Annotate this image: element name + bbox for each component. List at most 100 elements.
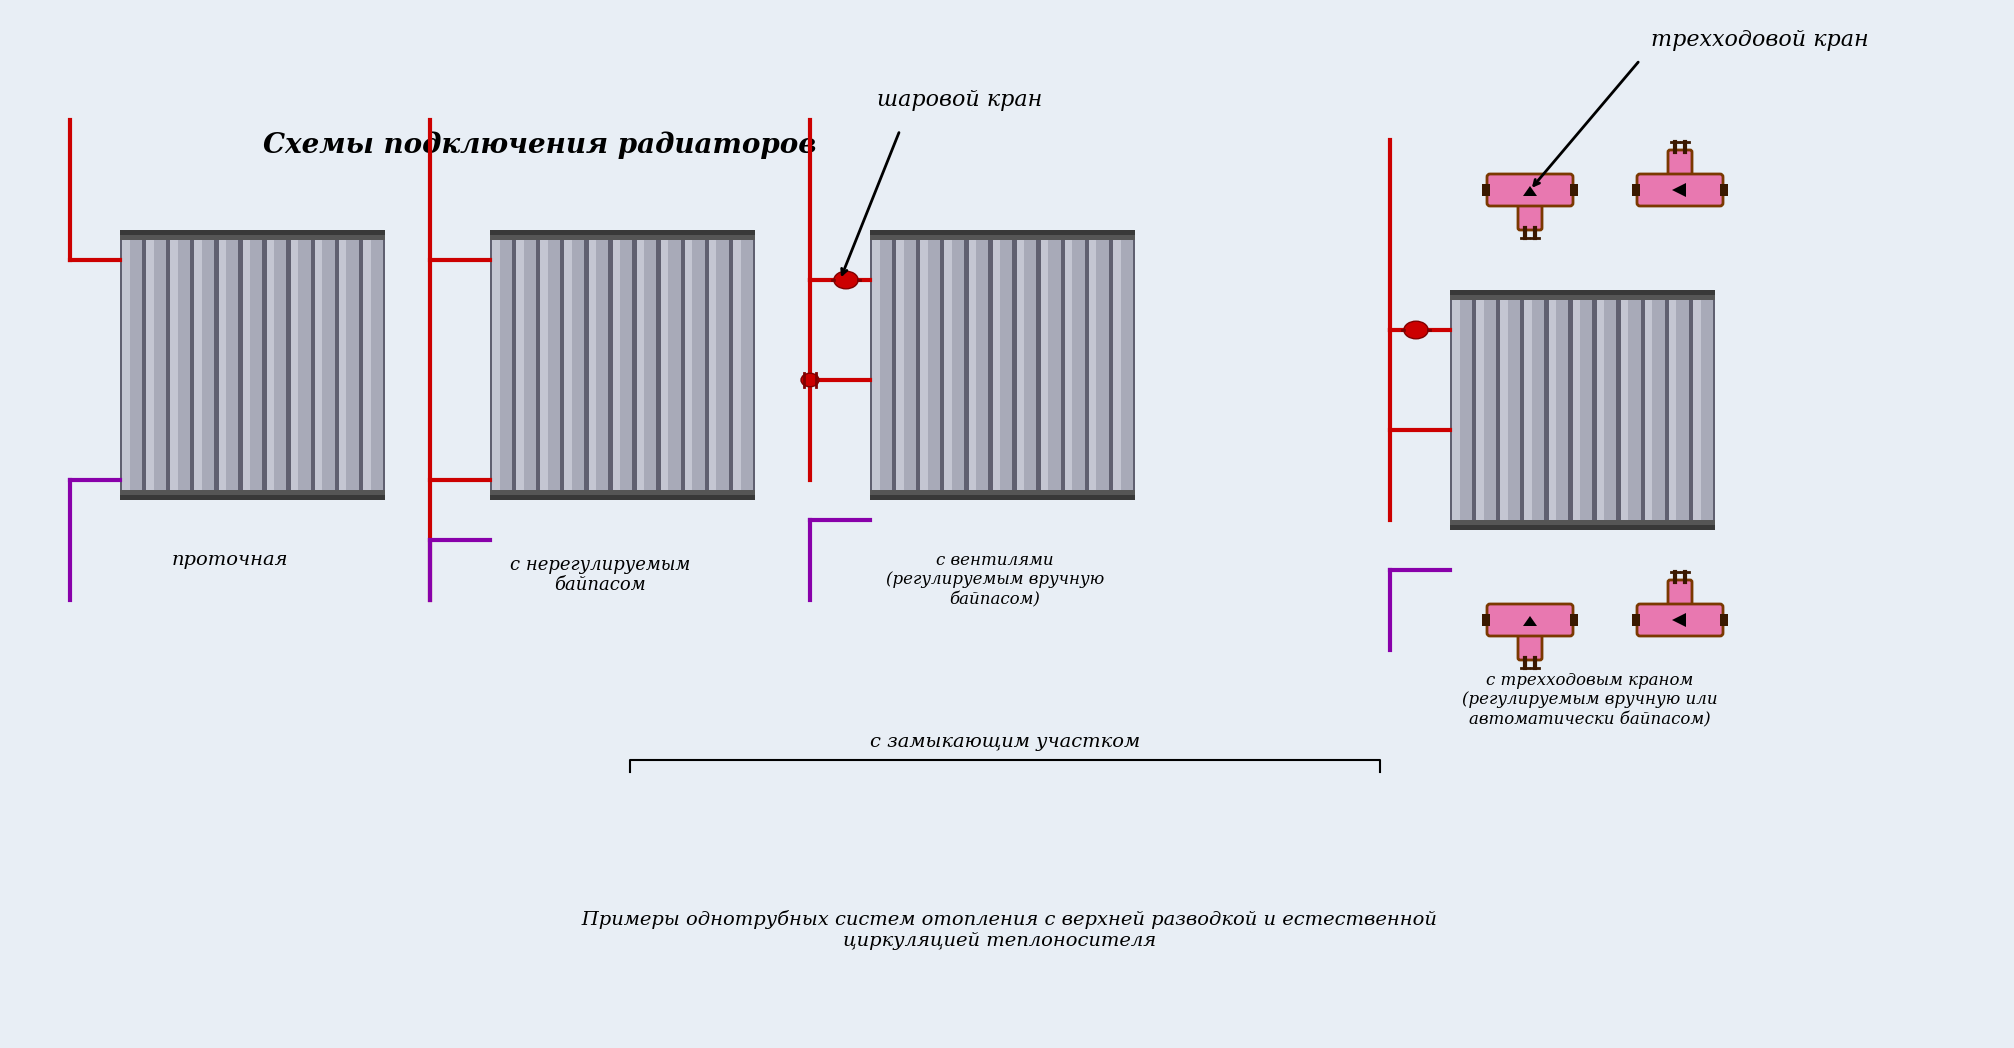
Bar (540, 232, 560, 498)
Bar (220, 232, 238, 498)
Bar (1112, 230, 1136, 500)
Bar (1500, 292, 1508, 528)
Bar (562, 230, 586, 500)
Bar (612, 232, 620, 498)
FancyBboxPatch shape (1637, 174, 1724, 206)
Bar (516, 232, 536, 498)
Bar (685, 232, 693, 498)
FancyBboxPatch shape (1519, 196, 1543, 230)
Bar (516, 232, 524, 498)
Bar (266, 232, 274, 498)
Bar (636, 232, 657, 498)
Bar (489, 230, 514, 500)
Bar (1039, 230, 1063, 500)
Bar (1549, 292, 1569, 528)
Bar (733, 232, 753, 498)
Bar (121, 230, 145, 500)
Bar (1670, 292, 1690, 528)
Text: с нерегулируемым
байпасом: с нерегулируемым байпасом (510, 555, 691, 594)
Bar (1088, 230, 1112, 500)
Bar (363, 232, 383, 498)
Text: с замыкающим участком: с замыкающим участком (870, 733, 1140, 751)
Text: Примеры однотрубных систем отопления с верхней разводкой и естественной
циркуляц: Примеры однотрубных систем отопления с в… (564, 910, 1436, 949)
Bar (336, 230, 361, 500)
Bar (1482, 184, 1490, 196)
Polygon shape (1523, 185, 1537, 196)
Bar (314, 232, 322, 498)
Bar (1621, 292, 1627, 528)
Bar (969, 232, 989, 498)
Bar (489, 490, 755, 495)
Bar (1041, 232, 1061, 498)
FancyBboxPatch shape (1486, 174, 1573, 206)
Bar (338, 232, 358, 498)
Bar (1498, 290, 1523, 530)
Bar (1571, 290, 1595, 530)
Ellipse shape (834, 271, 858, 289)
Bar (169, 230, 191, 500)
Polygon shape (1672, 183, 1686, 197)
Bar (1571, 614, 1579, 626)
Bar (1017, 232, 1037, 498)
Bar (564, 232, 584, 498)
Bar (1525, 292, 1545, 528)
Bar (121, 230, 385, 240)
Bar (489, 235, 755, 240)
FancyBboxPatch shape (1637, 604, 1724, 636)
Bar (1645, 292, 1651, 528)
Bar (1720, 184, 1728, 196)
Bar (1017, 232, 1025, 498)
Bar (314, 232, 334, 498)
Bar (969, 232, 977, 498)
Bar (1450, 294, 1716, 300)
Bar (147, 232, 153, 498)
Bar (240, 230, 264, 500)
Bar (1482, 614, 1490, 626)
Bar (491, 232, 499, 498)
Bar (1063, 230, 1088, 500)
Bar (220, 232, 226, 498)
Bar (564, 232, 572, 498)
Bar (363, 232, 371, 498)
Bar (636, 232, 644, 498)
Bar (588, 232, 608, 498)
Bar (709, 232, 729, 498)
Bar (1500, 292, 1521, 528)
Bar (1476, 292, 1496, 528)
Bar (588, 232, 596, 498)
Bar (1692, 290, 1716, 530)
Bar (121, 490, 385, 495)
Polygon shape (1523, 616, 1537, 626)
Text: шаровой кран: шаровой кран (878, 89, 1043, 111)
Polygon shape (1672, 613, 1686, 627)
Bar (945, 232, 965, 498)
Bar (290, 232, 310, 498)
Bar (1090, 232, 1110, 498)
Bar (685, 232, 705, 498)
Bar (361, 230, 385, 500)
Bar (610, 230, 634, 500)
Bar (514, 230, 538, 500)
Bar (195, 232, 201, 498)
Bar (1114, 232, 1132, 498)
Bar (634, 230, 659, 500)
Text: трехходовой кран: трехходовой кран (1651, 29, 1869, 51)
Bar (195, 232, 213, 498)
Bar (1452, 292, 1460, 528)
Bar (896, 232, 904, 498)
Text: проточная: проточная (171, 551, 288, 569)
Bar (659, 230, 683, 500)
Bar (1643, 290, 1668, 530)
Bar (147, 232, 165, 498)
Bar (612, 232, 632, 498)
Bar (918, 230, 943, 500)
Bar (491, 232, 512, 498)
Text: с трехходовым краном
(регулируемым вручную или
автоматически байпасом): с трехходовым краном (регулируемым вручн… (1462, 672, 1718, 728)
Bar (872, 232, 880, 498)
Bar (1619, 290, 1643, 530)
Bar (1476, 292, 1484, 528)
FancyBboxPatch shape (1486, 604, 1573, 636)
Bar (489, 230, 755, 240)
Bar (123, 232, 141, 498)
Bar (121, 235, 385, 240)
